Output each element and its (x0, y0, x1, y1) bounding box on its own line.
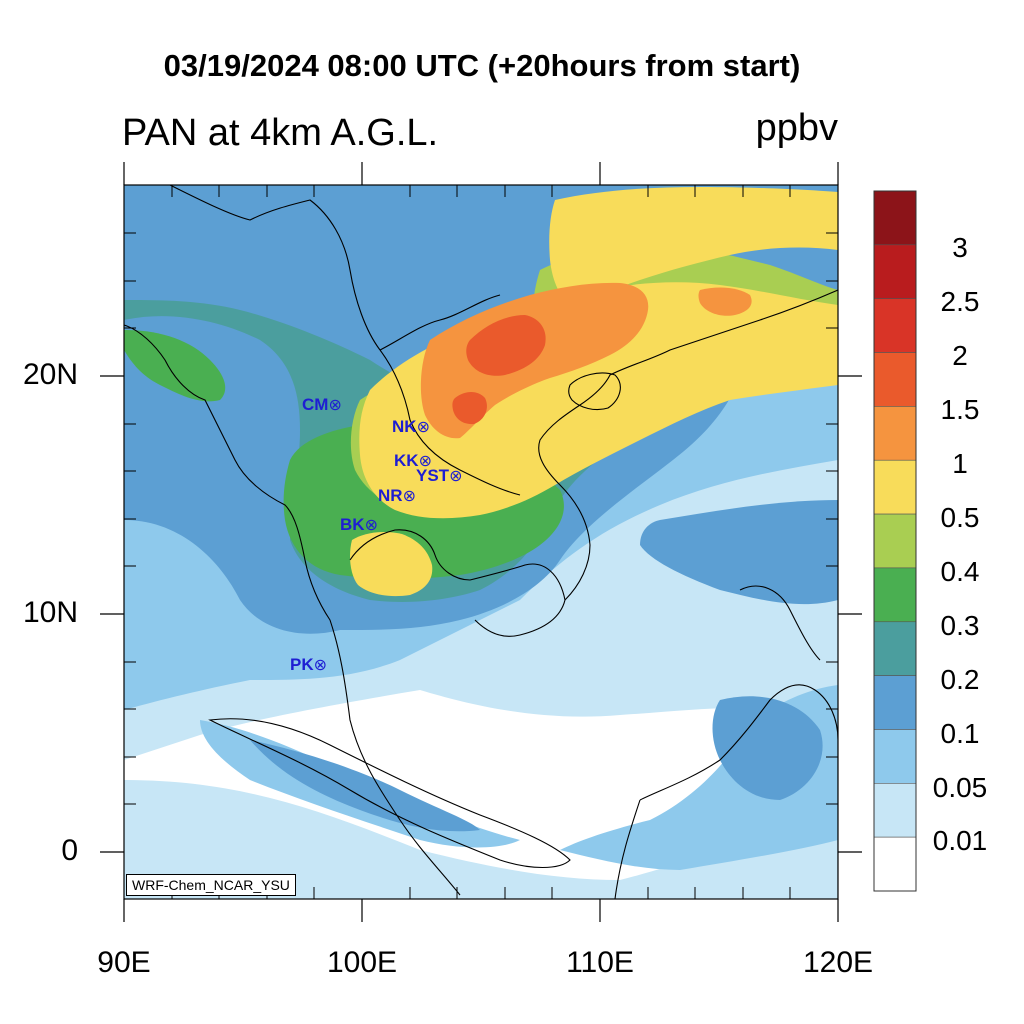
station-nr: NR⊗ (378, 486, 416, 505)
colorbar-swatch (873, 406, 917, 461)
lat-label-20n: 20N (22, 358, 78, 391)
colorbar (873, 190, 917, 892)
station-bk: BK⊗ (340, 515, 378, 534)
colorbar-label: 0.5 (940, 502, 980, 533)
lon-label-100e: 100E (326, 946, 398, 979)
colorbar-swatch (873, 567, 917, 623)
colorbar-frame (873, 190, 917, 892)
colorbar-label: 0.2 (940, 664, 980, 695)
colorbar-swatch (873, 675, 917, 730)
lon-ticks (123, 162, 839, 922)
colorbar-swatch (873, 729, 917, 784)
lon-label-110e: 110E (566, 946, 634, 979)
colorbar-label: 0.1 (940, 718, 980, 749)
lon-label-120e: 120E (802, 946, 874, 979)
map-frame (123, 184, 839, 900)
colorbar-swatch (873, 621, 917, 676)
colorbar-swatch (873, 190, 917, 246)
pan-field (124, 185, 838, 899)
lat-ticks (100, 375, 862, 853)
lon-label-90e: 90E (97, 946, 151, 979)
colorbar-swatch (873, 298, 917, 353)
units-label: ppbv (755, 107, 838, 149)
station-nk: NK⊗ (392, 417, 430, 436)
minor-ticks (124, 185, 838, 899)
colorbar-label: 0.4 (940, 556, 980, 587)
lat-label-0: 0 (61, 834, 78, 867)
colorbar-swatch (873, 352, 917, 407)
variable-label: PAN at 4km A.G.L. (122, 112, 439, 154)
model-credit: WRF-Chem_NCAR_YSU (126, 874, 296, 896)
colorbar-label: 2.5 (940, 286, 980, 317)
colorbar-label: 0.3 (940, 610, 980, 641)
colorbar-label: 0.01 (932, 825, 988, 856)
colorbar-label: 3 (952, 232, 968, 263)
colorbar-label: 1 (952, 448, 968, 479)
lat-label-10n: 10N (22, 596, 78, 629)
station-kk: KK⊗ (394, 451, 432, 470)
station-pk: PK⊗ (290, 655, 328, 674)
station-yst: YST⊗ (416, 466, 463, 485)
colorbar-swatch (873, 244, 917, 300)
station-cm: CM⊗ (302, 395, 342, 414)
map-title: 03/19/2024 08:00 UTC (+20hours from star… (163, 48, 801, 83)
colorbar-swatch (873, 783, 917, 838)
colorbar-label: 1.5 (940, 394, 980, 425)
coastlines (124, 185, 838, 899)
colorbar-swatch (873, 513, 917, 569)
colorbar-label: 2 (952, 340, 968, 371)
colorbar-label: 0.05 (932, 772, 988, 803)
colorbar-swatch (873, 459, 917, 515)
colorbar-swatch (873, 836, 917, 892)
